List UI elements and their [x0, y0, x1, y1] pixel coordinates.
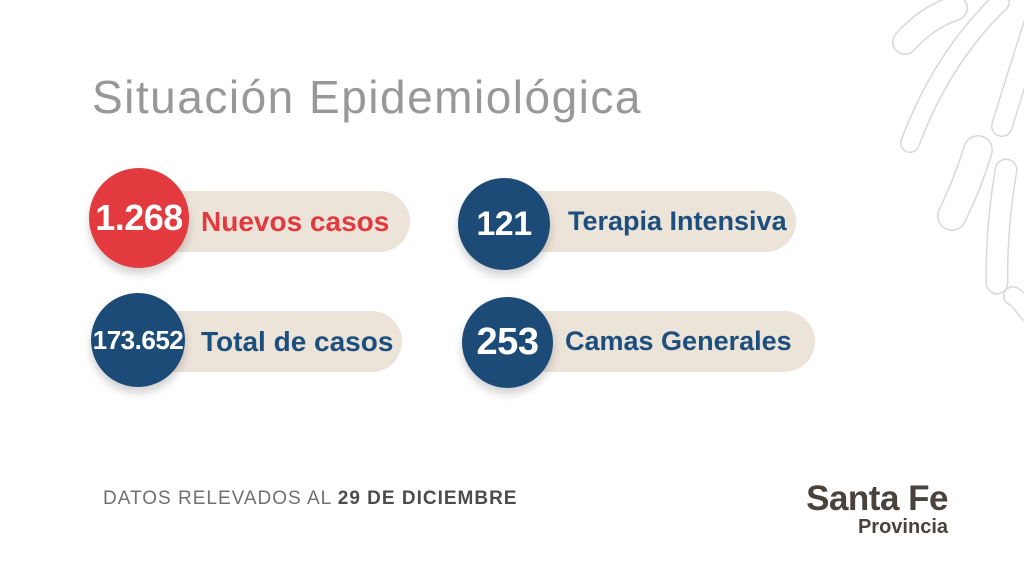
logo-subtitle: Provincia [857, 516, 948, 538]
stat-value-circle: 1.268 [89, 168, 189, 268]
stat-label: Total de casos [201, 326, 394, 357]
stat-label: Nuevos casos [201, 206, 390, 237]
logo-name: Santa Fe [806, 479, 948, 518]
stat-terapia-intensiva: 121 Terapia Intensiva [458, 178, 796, 270]
stat-label: Camas Generales [565, 326, 792, 356]
stat-nuevos-casos: 1.268 Nuevos casos [89, 166, 410, 271]
stat-pill [502, 191, 796, 252]
santa-fe-logo: Santa Fe Provincia [806, 481, 948, 539]
page-title: Situación Epidemiológica [92, 71, 642, 123]
stat-value-circle: 173.652 [91, 293, 185, 387]
stat-pill [502, 311, 815, 372]
arc-pattern-decoration [892, 0, 1024, 322]
footer-date: 29 DE DICIEMBRE [337, 488, 518, 509]
stat-camas-generales: 253 Camas Generales [462, 296, 815, 388]
stat-value-circle: 253 [462, 297, 553, 388]
stat-total-de-casos: 173.652 Total de casos [91, 292, 402, 387]
stat-label: Terapia Intensiva [568, 206, 787, 236]
footer-date-note: DATOS RELEVADOS AL 29 DE DICIEMBRE [103, 488, 517, 510]
stat-value-circle: 121 [458, 178, 550, 270]
footer-prefix: DATOS RELEVADOS AL [103, 488, 338, 509]
